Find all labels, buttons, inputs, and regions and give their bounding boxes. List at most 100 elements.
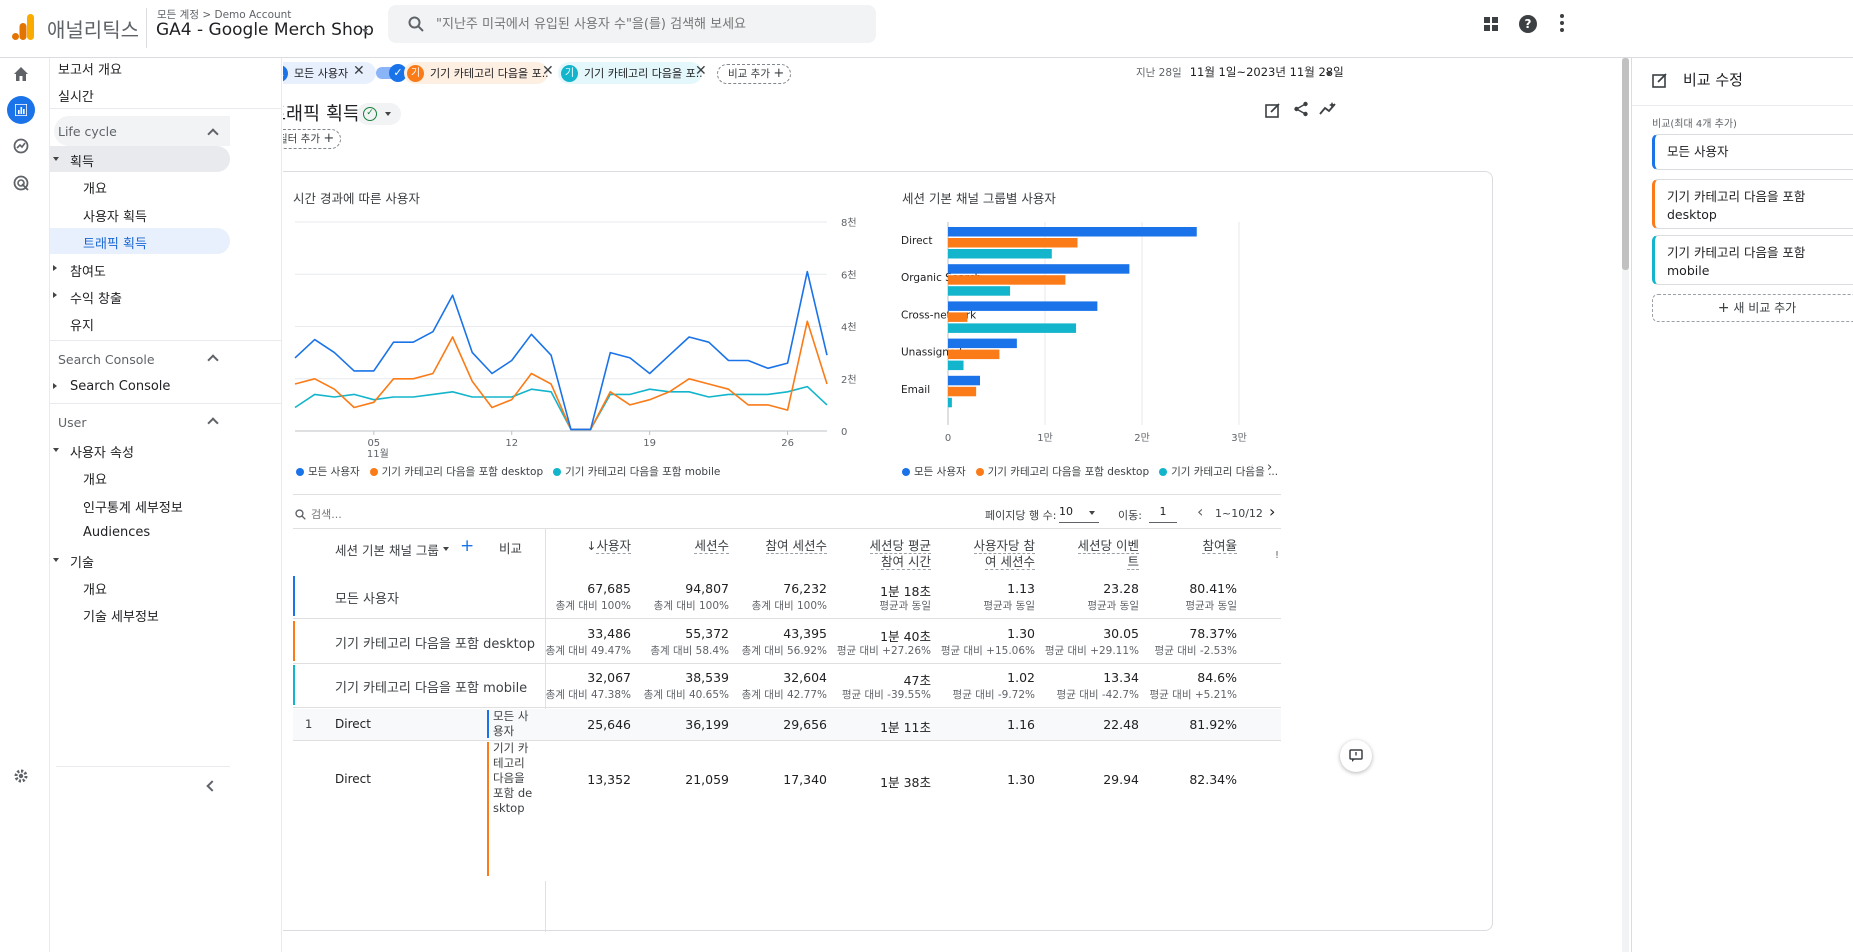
help-icon[interactable]: ? [1519, 15, 1537, 33]
rows-per-page-select[interactable]: 10 [1059, 505, 1099, 523]
status-dropdown-icon [385, 112, 391, 116]
breadcrumb[interactable]: 모든 계정 > Demo Account [157, 7, 291, 22]
cell-value: 1분 38초 [880, 775, 931, 790]
prev-page-icon[interactable]: ‹ [1197, 502, 1204, 521]
advertising-icon[interactable] [13, 175, 29, 191]
cell-subtext: 총계 대비 56.92% [741, 645, 827, 657]
nav-search-console[interactable]: Search Console [70, 379, 171, 394]
property-selector[interactable]: GA4 - Google Merch Shop [156, 20, 374, 40]
dimension-header[interactable]: 세션 기본 채널 그룹 [335, 540, 439, 559]
comparison-chip-all-users[interactable]: 모 모든 사용자 [283, 62, 376, 84]
tech-expand-icon[interactable] [53, 558, 59, 562]
feedback-icon [1349, 749, 1363, 762]
chip-remove-icon[interactable]: ✕ [353, 63, 365, 79]
next-page-icon[interactable]: › [1269, 502, 1276, 521]
breadcrumb-account[interactable]: Demo Account [214, 9, 292, 21]
bar-unassigned-1 [948, 338, 1017, 349]
insights-icon[interactable] [1319, 101, 1337, 117]
line-chart[interactable]: 0 2천 4천 6천 8천 05 12 19 26 11월 [293, 212, 863, 462]
table-row[interactable] [293, 709, 1281, 740]
col-header-users[interactable]: ↓사용자 [569, 538, 631, 554]
nav-tech[interactable]: 기술 [70, 556, 94, 571]
table-search-input[interactable] [311, 504, 511, 524]
main-scrollbar-thumb[interactable] [1622, 58, 1629, 270]
nav-traffic-acquisition[interactable] [50, 228, 230, 254]
table-row[interactable] [293, 741, 1281, 881]
col-header-events-per-session[interactable]: 세션당 이벤트 [1069, 538, 1139, 570]
user-section-label[interactable]: User [58, 415, 87, 430]
settings-icon[interactable] [13, 768, 29, 784]
bar-cross-network-1 [948, 301, 1098, 311]
nav-user-attributes-overview[interactable]: 개요 [83, 473, 107, 488]
more-vert-icon[interactable] [1560, 14, 1564, 34]
cell-subtext: 평균과 동일 [1087, 600, 1139, 612]
breadcrumb-all-accounts[interactable]: 모든 계정 [157, 9, 199, 21]
report-status-button[interactable]: ✓ [357, 103, 401, 125]
nav-acquisition-overview[interactable]: 개요 [83, 182, 107, 197]
nav-realtime[interactable]: 실시간 [58, 90, 94, 105]
search-console-collapse-icon[interactable] [207, 354, 219, 366]
chip-remove-icon[interactable]: ✕ [695, 63, 707, 79]
col-header-engaged-per-user[interactable]: 사용자당 참여 세션수 [963, 538, 1035, 570]
cell-subtext: 평균 대비 -9.72% [952, 689, 1035, 701]
col-header-engagement-rate[interactable]: 참여율 [1167, 538, 1237, 554]
acquisition-expand-icon[interactable] [53, 157, 59, 161]
nav-demographics-detail[interactable]: 인구통계 세부정보 [83, 501, 183, 516]
goto-input[interactable]: 1 [1149, 505, 1177, 523]
col-header-avg-engagement[interactable]: 세션당 평균 참여 시간 [861, 538, 931, 570]
nav-audiences[interactable]: Audiences [83, 525, 151, 540]
comparison-chip-mobile[interactable]: 기 기기 카테고리 다음을 포... [558, 62, 702, 84]
col-header-engaged-sessions[interactable]: 참여 세션수 [741, 538, 827, 554]
nav-acquisition[interactable] [50, 146, 230, 172]
home-icon[interactable] [13, 66, 29, 82]
feedback-button[interactable] [1340, 740, 1372, 772]
nav-tech-detail[interactable]: 기술 세부정보 [83, 610, 159, 625]
user-attributes-expand-icon[interactable] [53, 448, 59, 452]
add-comparison-button[interactable]: 비교 추가 + [717, 64, 791, 84]
property-dropdown-icon[interactable] [362, 29, 368, 33]
nav-retention[interactable]: 유지 [70, 319, 94, 334]
more-columns-indicator[interactable]: ! [1275, 550, 1280, 561]
comparison-item-mobile[interactable]: 기기 카테고리 다음을 포함 mobile [1652, 235, 1853, 285]
dimension-dropdown-icon[interactable] [443, 547, 449, 551]
legend-prev-icon[interactable]: ‹ [1249, 460, 1255, 475]
search-console-section-label[interactable]: Search Console [58, 352, 155, 367]
search-bar[interactable] [388, 5, 876, 43]
nav-tech-overview[interactable]: 개요 [83, 583, 107, 598]
user-collapse-icon[interactable] [207, 417, 219, 429]
share-icon[interactable] [1293, 101, 1309, 117]
comparison-item-desktop[interactable]: 기기 카테고리 다음을 포함 desktop [1652, 179, 1853, 229]
explore-icon[interactable] [13, 138, 29, 154]
search-console-expand-icon[interactable] [53, 383, 57, 389]
date-dropdown-icon[interactable] [1326, 72, 1332, 76]
engagement-expand-icon[interactable] [53, 265, 57, 271]
collapse-nav-icon[interactable] [206, 780, 218, 792]
reports-icon[interactable] [7, 96, 35, 124]
comparison-chip-desktop[interactable]: 기 기기 카테고리 다음을 포... [404, 62, 548, 84]
col-header-sessions[interactable]: 세션수 [661, 538, 729, 554]
cell-value: 1.16 [1007, 717, 1035, 732]
monetization-expand-icon[interactable] [53, 292, 57, 298]
nav-engagement[interactable]: 참여도 [70, 265, 106, 280]
nav-user-attributes[interactable]: 사용자 속성 [70, 446, 134, 461]
cell-value: 47초 [903, 673, 931, 688]
lifecycle-section[interactable] [54, 116, 230, 146]
search-input[interactable] [436, 14, 856, 34]
add-new-comparison-button[interactable]: + 새 비교 추가 [1652, 294, 1853, 322]
apps-grid-icon[interactable] [1484, 17, 1498, 31]
add-dimension-icon[interactable]: + [460, 536, 475, 556]
comparison-toggle[interactable]: ✓ [376, 64, 407, 82]
nav-reports-overview[interactable]: 보고서 개요 [58, 63, 122, 78]
x-tick-label: 0 [945, 433, 951, 444]
comparison-item-all-users[interactable]: 모든 사용자 [1652, 134, 1853, 170]
add-filter-button[interactable]: 필터 추가 + [283, 129, 341, 149]
legend-next-icon[interactable]: › [1267, 460, 1273, 475]
nav-monetization[interactable]: 수익 창출 [70, 292, 122, 307]
customize-report-icon[interactable] [1265, 102, 1281, 118]
chip-remove-icon[interactable]: ✕ [542, 63, 554, 79]
nav-user-acquisition[interactable]: 사용자 획득 [83, 210, 147, 225]
cell-value: 1분 11초 [880, 720, 931, 735]
date-range-picker[interactable]: 지난 28일 11월 1일~2023년 11월 28일 [1136, 64, 1344, 80]
app-name: 애널리틱스 [47, 18, 139, 42]
